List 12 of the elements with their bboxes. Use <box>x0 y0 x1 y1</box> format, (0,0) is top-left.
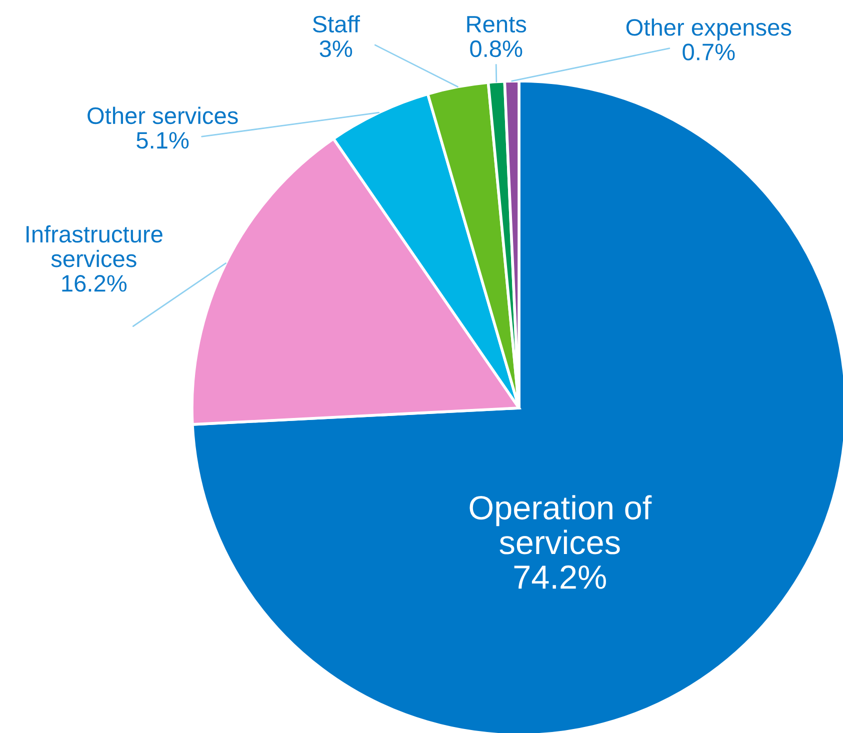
slice-label: Other expenses <box>626 18 792 40</box>
data-label: 0.8% <box>470 40 522 58</box>
slice-label: Rents <box>467 16 526 33</box>
data-label: 0.7% <box>682 44 735 60</box>
slice-label: Operation of services <box>470 495 652 554</box>
data-label: 3% <box>320 40 352 58</box>
data-label: 5.1% <box>136 132 189 149</box>
data-label: 16.2% <box>62 275 127 292</box>
slice-label: Other services <box>88 106 238 124</box>
slice-label: Infrastructure services <box>26 225 162 268</box>
data-label: 74.2% <box>514 565 606 589</box>
slice-label: Staff <box>312 15 360 33</box>
